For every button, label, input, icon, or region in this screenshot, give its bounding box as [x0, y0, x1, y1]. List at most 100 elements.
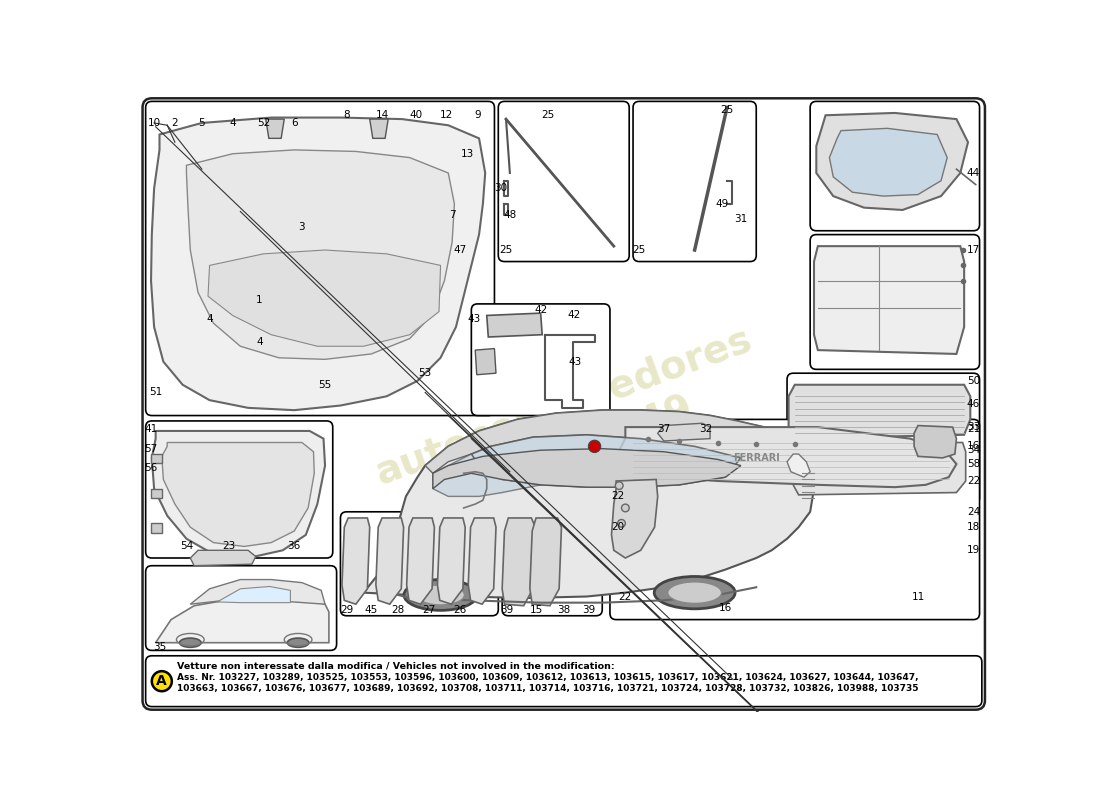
Polygon shape: [370, 119, 388, 138]
FancyBboxPatch shape: [472, 304, 609, 415]
Text: 49: 49: [715, 198, 728, 209]
FancyBboxPatch shape: [145, 421, 332, 558]
Text: 12: 12: [440, 110, 453, 120]
Polygon shape: [425, 410, 810, 474]
Text: 27: 27: [422, 606, 436, 615]
Text: 29: 29: [340, 606, 353, 615]
Text: 4: 4: [256, 338, 263, 347]
Text: 43: 43: [569, 357, 582, 366]
Text: 48: 48: [503, 210, 517, 220]
Circle shape: [152, 671, 172, 691]
Text: 37: 37: [657, 424, 671, 434]
Text: 8: 8: [343, 110, 350, 120]
FancyBboxPatch shape: [145, 566, 337, 650]
Polygon shape: [186, 150, 454, 359]
Text: 32: 32: [700, 424, 713, 434]
Polygon shape: [658, 423, 711, 441]
Circle shape: [615, 482, 623, 490]
Text: 4: 4: [206, 314, 213, 324]
Text: 22: 22: [610, 491, 625, 502]
Text: 33: 33: [967, 422, 980, 432]
Polygon shape: [814, 246, 964, 354]
Polygon shape: [475, 349, 496, 374]
Polygon shape: [376, 518, 404, 604]
Polygon shape: [619, 427, 957, 487]
Text: 46: 46: [967, 399, 980, 409]
Text: 19: 19: [967, 546, 980, 555]
Text: Vetture non interessate dalla modifica / Vehicles not involved in the modificati: Vetture non interessate dalla modifica /…: [177, 662, 615, 671]
Circle shape: [618, 519, 625, 527]
Polygon shape: [342, 518, 370, 604]
Polygon shape: [363, 410, 814, 598]
Text: 9: 9: [474, 110, 481, 120]
Text: 39: 39: [500, 606, 514, 615]
Circle shape: [621, 504, 629, 512]
Polygon shape: [208, 250, 440, 346]
Text: 20: 20: [612, 522, 624, 532]
Text: 11: 11: [911, 591, 925, 602]
Text: 4: 4: [229, 118, 236, 128]
Text: 58: 58: [967, 459, 980, 469]
Text: Ass. Nr. 103227, 103289, 103525, 103553, 103596, 103600, 103609, 103612, 103613,: Ass. Nr. 103227, 103289, 103525, 103553,…: [177, 673, 918, 682]
Bar: [151, 454, 162, 463]
Polygon shape: [433, 449, 741, 489]
FancyBboxPatch shape: [634, 102, 757, 262]
Ellipse shape: [654, 577, 735, 609]
Text: A: A: [156, 674, 167, 688]
FancyBboxPatch shape: [145, 656, 982, 706]
FancyBboxPatch shape: [810, 102, 980, 230]
Text: autocontenedores
Since 1849: autocontenedores Since 1849: [371, 321, 772, 534]
Polygon shape: [218, 586, 290, 602]
Text: 22: 22: [967, 476, 980, 486]
Text: 44: 44: [967, 168, 980, 178]
Bar: [151, 523, 162, 533]
Text: 35: 35: [153, 642, 166, 652]
Text: FERRARI: FERRARI: [733, 453, 780, 463]
FancyBboxPatch shape: [143, 98, 984, 710]
Text: 16: 16: [718, 603, 733, 613]
Polygon shape: [407, 518, 434, 604]
Polygon shape: [433, 454, 541, 496]
Text: 1: 1: [256, 295, 263, 305]
Polygon shape: [151, 118, 485, 410]
Text: 28: 28: [392, 606, 405, 615]
Polygon shape: [472, 435, 741, 487]
Text: 16: 16: [967, 442, 980, 451]
Text: 22: 22: [618, 591, 632, 602]
Polygon shape: [914, 426, 957, 458]
Text: 54: 54: [179, 542, 194, 551]
Text: 52: 52: [256, 118, 271, 128]
Polygon shape: [469, 518, 496, 604]
Text: 7: 7: [449, 210, 455, 220]
Text: 17: 17: [967, 245, 980, 255]
Text: 51: 51: [148, 387, 163, 398]
Text: 42: 42: [534, 305, 548, 315]
Polygon shape: [829, 128, 947, 196]
FancyBboxPatch shape: [145, 102, 495, 415]
Text: 13: 13: [461, 149, 474, 158]
Text: 10: 10: [147, 118, 161, 128]
Text: 42: 42: [568, 310, 581, 321]
Text: 24: 24: [967, 507, 980, 517]
Text: 45: 45: [364, 606, 378, 615]
FancyBboxPatch shape: [498, 102, 629, 262]
Polygon shape: [486, 313, 542, 337]
Text: 3: 3: [298, 222, 306, 232]
Text: 14: 14: [376, 110, 389, 120]
Circle shape: [588, 440, 601, 453]
Text: 56: 56: [144, 463, 157, 473]
Polygon shape: [152, 431, 326, 558]
Ellipse shape: [287, 638, 309, 647]
Polygon shape: [190, 550, 255, 566]
Polygon shape: [438, 518, 465, 604]
Polygon shape: [266, 119, 284, 138]
Polygon shape: [612, 479, 658, 558]
Text: 25: 25: [499, 245, 513, 255]
Text: 39: 39: [582, 606, 595, 615]
Text: 26: 26: [453, 606, 466, 615]
Text: 55: 55: [318, 380, 332, 390]
Text: 25: 25: [720, 105, 734, 115]
Text: 31: 31: [734, 214, 748, 224]
Polygon shape: [788, 454, 810, 477]
Text: 6: 6: [290, 118, 298, 128]
